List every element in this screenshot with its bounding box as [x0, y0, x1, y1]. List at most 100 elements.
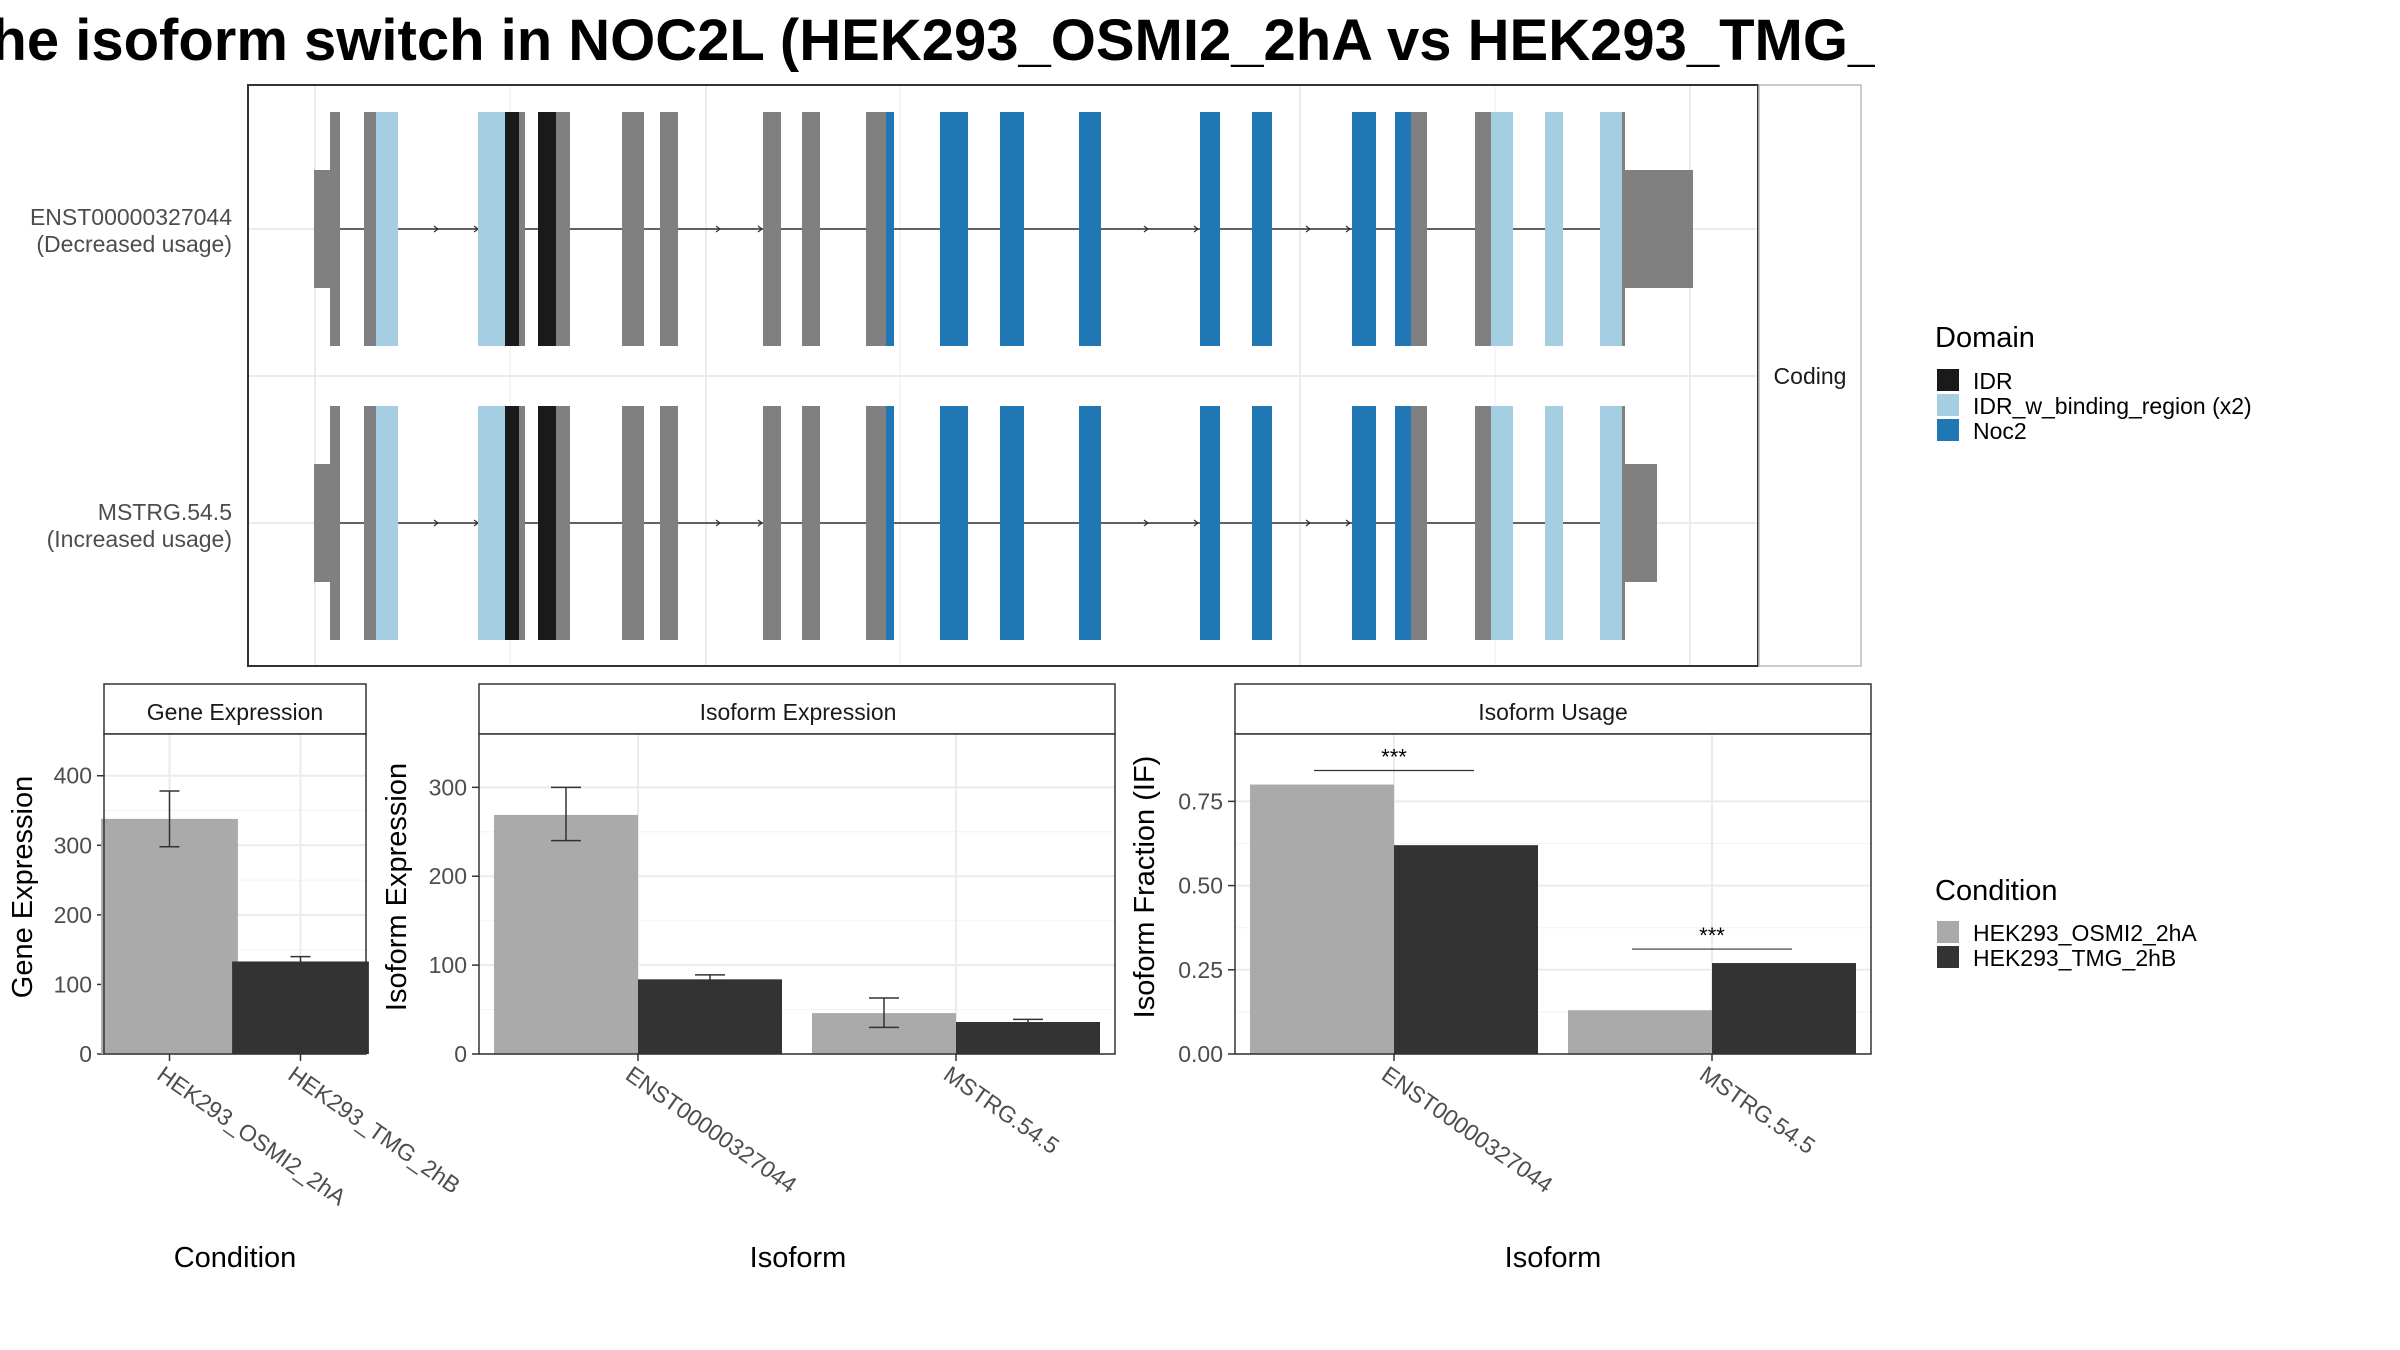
legend-label-noc2: Noc2	[1973, 418, 2027, 444]
condition-legend: Condition HEK293_OSMI2_2hA HEK293_TMG_2h…	[1935, 875, 2197, 971]
y-tick-label: 200	[54, 902, 92, 928]
legend-label-idr: IDR	[1973, 368, 2013, 394]
legend-label-tmg: HEK293_TMG_2hB	[1973, 945, 2176, 971]
exon-5-segment-1	[538, 112, 556, 346]
exon-16-segment-1	[1352, 406, 1376, 640]
three-prime-utr	[1625, 170, 1693, 288]
legend-key-osmi2	[1937, 921, 1959, 943]
y-tick-label: 300	[429, 774, 467, 800]
significance-label: ***	[1381, 745, 1407, 770]
strand-arrow-4	[1143, 519, 1149, 527]
strand-arrow-3	[757, 519, 763, 527]
exon-5-segment-2	[556, 406, 570, 640]
exon-10-segment-2	[886, 406, 894, 640]
bar-ENST00000327044-HEK293_OSMI2_2hA	[1250, 784, 1394, 1054]
five-prime-utr	[314, 464, 334, 582]
exon-11-segment-1	[940, 406, 968, 640]
isoform-expression-x-axis-title: Isoform	[750, 1242, 847, 1274]
legend-key-idr-binding	[1937, 394, 1959, 416]
exon-13-segment-1	[1079, 406, 1101, 640]
bar-MSTRG.54.5-HEK293_TMG_2hB	[1712, 963, 1856, 1054]
isoform-usage-chart: Isoform Usage Isoform Isoform Fraction (…	[1129, 683, 1872, 1274]
exon-2-segment-1	[364, 112, 376, 346]
facet-strip	[103, 683, 367, 735]
significance-label: ***	[1699, 923, 1725, 948]
x-tick-label: MSTRG.54.5	[1695, 1061, 1820, 1159]
exon-10-segment-1	[866, 406, 886, 640]
transcript-2-usage-note: (Increased usage)	[47, 526, 232, 552]
strand-arrow-6	[1305, 225, 1311, 233]
exon-20-segment-1	[1600, 406, 1622, 640]
exon-1-segment-1	[330, 112, 340, 346]
exon-17-segment-1	[1395, 112, 1411, 346]
exon-18-segment-1	[1475, 112, 1491, 346]
bar-HEK293_OSMI2_2hA	[101, 818, 238, 1054]
exon-20-segment-1	[1600, 112, 1622, 346]
structure-panel: ENST00000327044 (Decreased usage) MSTRG.…	[30, 84, 1862, 667]
y-tick-label: 100	[429, 952, 467, 978]
exon-5-segment-1	[538, 406, 556, 640]
bar-ENST00000327044-HEK293_TMG_2hB	[638, 979, 782, 1054]
plot-border	[103, 733, 367, 1055]
legend-label-osmi2: HEK293_OSMI2_2hA	[1973, 920, 2197, 946]
y-tick-label: 0.25	[1178, 957, 1223, 983]
exon-17-segment-2	[1411, 406, 1427, 640]
legend-key-idr	[1937, 369, 1959, 391]
exon-9-segment-1	[802, 112, 820, 346]
legend-key-noc2	[1937, 419, 1959, 441]
five-prime-utr	[314, 170, 334, 288]
y-tick-label: 300	[54, 832, 92, 858]
legend-label-idr-binding: IDR_w_binding_region (x2)	[1973, 393, 2252, 419]
transcript-track-1	[314, 112, 1693, 346]
exon-19-segment-1	[1545, 406, 1563, 640]
exon-2-segment-1	[364, 406, 376, 640]
exon-4-segment-1	[505, 406, 519, 640]
transcript-1-usage-note: (Decreased usage)	[36, 231, 232, 257]
facet-strip-label: Coding	[1774, 363, 1847, 389]
strand-arrow-4	[1143, 225, 1149, 233]
exon-17-segment-2	[1411, 112, 1427, 346]
isoform-expression-strip-title: Isoform Expression	[700, 699, 897, 725]
last-exon-start	[1622, 112, 1625, 346]
x-tick-label: ENST00000327044	[1377, 1061, 1558, 1198]
exon-7-segment-1	[660, 406, 678, 640]
last-exon-start	[1622, 406, 1625, 640]
strand-arrow-2	[715, 225, 721, 233]
gene-expression-y-axis-title: Gene Expression	[7, 776, 39, 998]
exon-4-segment-2	[519, 406, 525, 640]
strand-arrow-2	[715, 519, 721, 527]
domain-legend-title: Domain	[1935, 322, 2035, 354]
strand-arrow-7	[1345, 225, 1351, 233]
isoform-usage-y-axis-title: Isoform Fraction (IF)	[1129, 756, 1161, 1019]
transcript-2-id: MSTRG.54.5	[98, 499, 232, 525]
gene-expression-x-axis-title: Condition	[174, 1242, 297, 1274]
facet-strip	[1758, 84, 1862, 667]
exon-3-segment-1	[478, 406, 506, 640]
exon-9-segment-1	[802, 406, 820, 640]
isoform-expression-chart: Isoform Expression Isoform Isoform Expre…	[381, 683, 1116, 1274]
title-container: The isoform switch in NOC2L (HEK293_OSMI…	[0, 0, 1875, 80]
y-tick-label: 100	[54, 971, 92, 997]
exon-6-segment-1	[622, 406, 644, 640]
exon-18-segment-2	[1491, 406, 1513, 640]
exon-8-segment-1	[763, 406, 781, 640]
exon-14-segment-1	[1200, 406, 1220, 640]
exon-14-segment-1	[1200, 112, 1220, 346]
transcript-tracks	[314, 112, 1693, 640]
exon-15-segment-1	[1252, 112, 1272, 346]
exon-3-segment-1	[478, 112, 506, 346]
y-tick-label: 400	[54, 763, 92, 789]
exon-10-segment-2	[886, 112, 894, 346]
legend-key-tmg	[1937, 946, 1959, 968]
y-tick-label: 0.75	[1178, 788, 1223, 814]
isoform-usage-x-axis-title: Isoform	[1505, 1242, 1602, 1274]
strand-arrow-7	[1345, 519, 1351, 527]
exon-11-segment-1	[940, 112, 968, 346]
three-prime-utr	[1625, 464, 1657, 582]
exon-12-segment-1	[1000, 406, 1024, 640]
bar-MSTRG.54.5-HEK293_TMG_2hB	[956, 1022, 1100, 1054]
bar-HEK293_TMG_2hB	[232, 961, 369, 1054]
strand-arrow-0	[433, 225, 439, 233]
bar-ENST00000327044-HEK293_TMG_2hB	[1394, 845, 1538, 1054]
exon-18-segment-2	[1491, 112, 1513, 346]
